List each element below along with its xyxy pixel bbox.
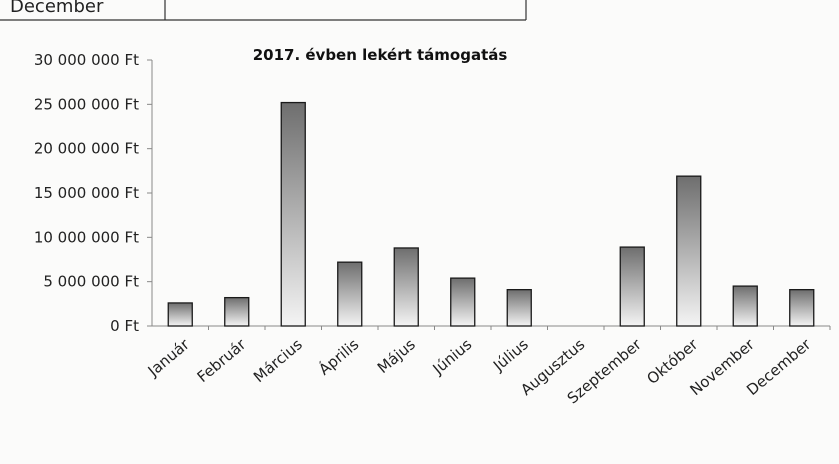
y-tick-label: 10 000 000 Ft [34,228,139,246]
x-tick-label: Április [315,334,363,378]
bar-január [167,302,193,327]
bar-június [450,277,476,327]
bar-december [789,288,815,327]
bar-július [506,288,532,327]
bar-február [224,296,250,327]
y-axis-ticks: 0 Ft 5 000 000 Ft 10 000 000 Ft 15 000 000 … [34,51,152,335]
x-tick-label: Július [489,335,532,375]
bar-április [337,261,363,327]
y-tick-label: 25 000 000 Ft [34,95,139,113]
x-tick-label: Január [144,335,194,381]
y-tick-label: 0 Ft [110,317,139,335]
bar-március [280,101,306,327]
y-tick-label: 20 000 000 Ft [34,140,139,158]
y-tick-label: 15 000 000 Ft [34,184,139,202]
bar-május [393,247,419,327]
y-tick-label: 30 000 000 Ft [34,51,139,69]
x-tick-label: Március [250,335,306,386]
header-table: December [0,0,527,21]
x-axis-labels: Január Február Március Április Május Június Jú… [144,326,831,407]
bar-november [732,285,758,327]
chart-title: 2017. évben lekért támogatás [253,46,508,64]
bar-series [167,101,815,327]
y-tick-label: 5 000 000 Ft [43,273,139,291]
bar-október [676,175,702,327]
x-tick-label: December [743,335,815,399]
x-tick-label: Május [374,335,419,377]
x-tick-label: Június [429,335,476,378]
bar-szeptember [619,246,645,327]
x-tick-label: Február [194,335,250,386]
header-row-label: December [10,0,104,17]
